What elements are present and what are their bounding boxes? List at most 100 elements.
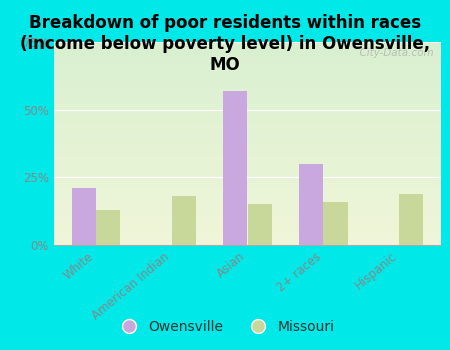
Bar	[72, 188, 96, 245]
Bar	[54, 182, 441, 184]
Bar	[54, 83, 441, 85]
Bar	[54, 172, 441, 174]
Bar	[54, 68, 441, 70]
Bar	[54, 46, 441, 48]
Bar	[54, 111, 441, 113]
Bar	[54, 139, 441, 141]
Text: City-Data.com: City-Data.com	[353, 48, 433, 58]
Bar	[54, 190, 441, 192]
Bar	[54, 60, 441, 62]
Bar	[54, 99, 441, 101]
Bar	[54, 77, 441, 78]
Bar	[54, 164, 441, 166]
Bar	[54, 225, 441, 227]
Bar	[54, 97, 441, 99]
Bar	[54, 158, 441, 160]
Bar	[54, 62, 441, 64]
Bar	[54, 176, 441, 178]
Bar	[54, 105, 441, 107]
Bar	[54, 149, 441, 152]
Bar	[54, 168, 441, 170]
Bar	[96, 210, 120, 245]
Bar	[172, 196, 196, 245]
Bar	[54, 113, 441, 115]
Bar	[54, 50, 441, 52]
Bar	[54, 220, 441, 223]
Bar	[54, 78, 441, 81]
Bar	[54, 70, 441, 72]
Bar	[54, 133, 441, 135]
Bar	[54, 241, 441, 243]
Bar	[54, 109, 441, 111]
Bar	[54, 80, 441, 83]
Bar	[54, 91, 441, 93]
Bar	[54, 119, 441, 121]
Bar	[54, 138, 441, 139]
Bar	[54, 243, 441, 245]
Bar	[54, 52, 441, 54]
Bar	[54, 200, 441, 202]
Bar	[54, 54, 441, 56]
Bar	[54, 239, 441, 241]
Bar	[54, 217, 441, 219]
Bar	[54, 223, 441, 225]
Text: Breakdown of poor residents within races
(income below poverty level) in Owensvi: Breakdown of poor residents within races…	[20, 14, 430, 74]
Bar	[248, 204, 272, 245]
Bar	[54, 198, 441, 200]
Bar	[54, 184, 441, 186]
Bar	[323, 202, 347, 245]
Bar	[54, 156, 441, 158]
Bar	[54, 131, 441, 133]
Bar	[54, 174, 441, 176]
Bar	[54, 194, 441, 196]
Bar	[299, 164, 323, 245]
Bar	[54, 160, 441, 162]
Bar	[54, 129, 441, 131]
Bar	[54, 144, 441, 146]
Bar	[54, 196, 441, 198]
Bar	[54, 87, 441, 89]
Bar	[54, 162, 441, 164]
Bar	[54, 141, 441, 144]
Bar	[54, 202, 441, 204]
Bar	[54, 148, 441, 149]
Bar	[54, 107, 441, 109]
Bar	[54, 235, 441, 237]
Bar	[54, 212, 441, 215]
Bar	[54, 89, 441, 91]
Bar	[54, 204, 441, 206]
Bar	[54, 227, 441, 229]
Bar	[54, 93, 441, 95]
Bar	[54, 115, 441, 117]
Bar	[399, 194, 423, 245]
Bar	[54, 117, 441, 119]
Bar	[54, 186, 441, 188]
Bar	[54, 58, 441, 60]
Bar	[54, 154, 441, 156]
Bar	[54, 95, 441, 97]
Bar	[54, 85, 441, 87]
Bar	[54, 166, 441, 168]
Bar	[54, 219, 441, 220]
Legend: Owensville, Missouri: Owensville, Missouri	[110, 314, 340, 340]
Bar	[54, 123, 441, 125]
Bar	[54, 44, 441, 46]
Bar	[54, 229, 441, 231]
Bar	[54, 237, 441, 239]
Bar	[54, 56, 441, 58]
Bar	[54, 42, 441, 44]
Bar	[54, 231, 441, 233]
Bar	[54, 209, 441, 210]
Bar	[54, 135, 441, 138]
Bar	[54, 215, 441, 217]
Bar	[54, 121, 441, 123]
Bar	[54, 72, 441, 75]
Bar	[54, 127, 441, 129]
Bar	[54, 66, 441, 68]
Bar	[54, 125, 441, 127]
Bar	[54, 170, 441, 172]
Bar	[54, 152, 441, 154]
Bar	[54, 48, 441, 50]
Bar	[54, 64, 441, 67]
Bar	[54, 146, 441, 148]
